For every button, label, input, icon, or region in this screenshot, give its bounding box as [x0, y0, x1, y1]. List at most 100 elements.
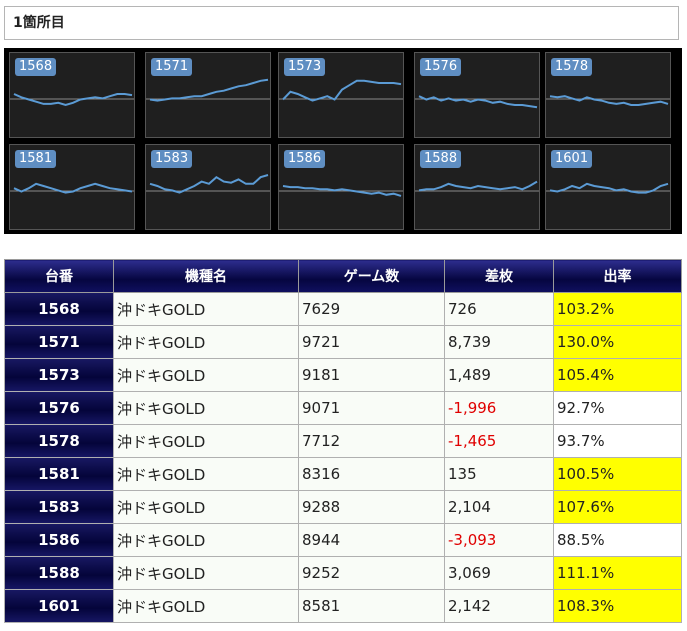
header-coin-difference: 差枚: [444, 259, 554, 293]
coin-difference-cell: -3,093: [444, 523, 554, 557]
machine-number-cell: 1581: [4, 457, 114, 491]
graph-line: [149, 78, 269, 102]
coin-difference-cell: 8,739: [444, 325, 554, 359]
graph-label: 1573: [284, 58, 326, 76]
graph-1576[interactable]: 1576: [414, 52, 540, 138]
header-game-count: ゲーム数: [298, 259, 445, 293]
table-row[interactable]: 1571 沖ドキGOLD 9721 8,739 130.0%: [4, 325, 682, 359]
graph-svg: [10, 93, 134, 107]
machine-number-cell: 1586: [4, 523, 114, 557]
model-name-cell: 沖ドキGOLD: [113, 358, 299, 392]
coin-difference-cell: 1,489: [444, 358, 554, 392]
table-row[interactable]: 1578 沖ドキGOLD 7712 -1,465 93.7%: [4, 424, 682, 458]
graph-1578[interactable]: 1578: [545, 52, 671, 138]
machine-table: 台番 機種名 ゲーム数 差枚 出率 1568 沖ドキGOLD 7629 726 103.…: [4, 259, 682, 623]
table-row[interactable]: 1601 沖ドキGOLD 8581 2,142 108.3%: [4, 589, 682, 623]
coin-difference-cell: -1,996: [444, 391, 554, 425]
machine-number-cell: 1588: [4, 556, 114, 590]
header-payout-rate: 出率: [553, 259, 682, 293]
model-name-cell: 沖ドキGOLD: [113, 325, 299, 359]
graph-svg: [546, 95, 670, 106]
payout-rate-cell: 100.5%: [553, 457, 682, 491]
graph-label: 1583: [151, 150, 193, 168]
payout-rate-cell: 105.4%: [553, 358, 682, 392]
game-count-cell: 7629: [298, 292, 445, 326]
payout-rate-cell: 130.0%: [553, 325, 682, 359]
graph-svg: [546, 182, 670, 194]
game-count-cell: 8316: [298, 457, 445, 491]
table-row[interactable]: 1573 沖ドキGOLD 9181 1,489 105.4%: [4, 358, 682, 392]
coin-difference-cell: -1,465: [444, 424, 554, 458]
model-name-cell: 沖ドキGOLD: [113, 292, 299, 326]
graph-svg: [10, 182, 134, 194]
payout-rate-cell: 108.3%: [553, 589, 682, 623]
graph-1586[interactable]: 1586: [278, 144, 404, 230]
graph-1568[interactable]: 1568: [9, 52, 135, 138]
graph-line: [549, 95, 669, 106]
table-row[interactable]: 1586 沖ドキGOLD 8944 -3,093 88.5%: [4, 523, 682, 557]
machine-number-cell: 1601: [4, 589, 114, 623]
header-model-name: 機種名: [113, 259, 299, 293]
coin-difference-cell: 726: [444, 292, 554, 326]
graph-label: 1578: [551, 58, 593, 76]
coin-difference-cell: 135: [444, 457, 554, 491]
model-name-cell: 沖ドキGOLD: [113, 391, 299, 425]
section-title: 1箇所目: [4, 6, 679, 40]
graph-svg: [279, 79, 403, 102]
graph-line: [418, 95, 538, 109]
graph-label: 1568: [15, 58, 57, 76]
payout-rate-cell: 107.6%: [553, 490, 682, 524]
graph-label: 1588: [420, 150, 462, 168]
model-name-cell: 沖ドキGOLD: [113, 490, 299, 524]
graph-line: [149, 174, 269, 194]
graph-label: 1601: [551, 150, 593, 168]
graph-svg: [415, 180, 539, 192]
graph-panel: 1568 1571 1573 1576 1578 1581 1583 1586 1588 1601: [4, 48, 682, 234]
graph-svg: [146, 174, 270, 194]
header-machine-number: 台番: [4, 259, 114, 293]
graph-1581[interactable]: 1581: [9, 144, 135, 230]
table-row[interactable]: 1576 沖ドキGOLD 9071 -1,996 92.7%: [4, 391, 682, 425]
table-row[interactable]: 1568 沖ドキGOLD 7629 726 103.2%: [4, 292, 682, 326]
graph-line: [418, 180, 538, 192]
game-count-cell: 9252: [298, 556, 445, 590]
graph-svg: [279, 185, 403, 197]
table-row[interactable]: 1588 沖ドキGOLD 9252 3,069 111.1%: [4, 556, 682, 590]
machine-number-cell: 1578: [4, 424, 114, 458]
machine-number-cell: 1576: [4, 391, 114, 425]
game-count-cell: 8581: [298, 589, 445, 623]
game-count-cell: 8944: [298, 523, 445, 557]
graph-line: [282, 185, 402, 197]
graph-label: 1581: [15, 150, 57, 168]
model-name-cell: 沖ドキGOLD: [113, 556, 299, 590]
graph-line: [282, 79, 402, 102]
graph-1588[interactable]: 1588: [414, 144, 540, 230]
payout-rate-cell: 88.5%: [553, 523, 682, 557]
coin-difference-cell: 2,104: [444, 490, 554, 524]
game-count-cell: 9288: [298, 490, 445, 524]
graph-1573[interactable]: 1573: [278, 52, 404, 138]
machine-number-cell: 1573: [4, 358, 114, 392]
graph-1571[interactable]: 1571: [145, 52, 271, 138]
game-count-cell: 9071: [298, 391, 445, 425]
graph-1601[interactable]: 1601: [545, 144, 671, 230]
game-count-cell: 7712: [298, 424, 445, 458]
game-count-cell: 9181: [298, 358, 445, 392]
machine-number-cell: 1568: [4, 292, 114, 326]
graph-1583[interactable]: 1583: [145, 144, 271, 230]
graph-line: [549, 182, 669, 194]
model-name-cell: 沖ドキGOLD: [113, 523, 299, 557]
graph-label: 1586: [284, 150, 326, 168]
payout-rate-cell: 111.1%: [553, 556, 682, 590]
payout-rate-cell: 103.2%: [553, 292, 682, 326]
coin-difference-cell: 3,069: [444, 556, 554, 590]
game-count-cell: 9721: [298, 325, 445, 359]
payout-rate-cell: 92.7%: [553, 391, 682, 425]
table-header-row: 台番 機種名 ゲーム数 差枚 出率: [4, 259, 682, 293]
graph-line: [13, 182, 133, 194]
table-row[interactable]: 1581 沖ドキGOLD 8316 135 100.5%: [4, 457, 682, 491]
table-row[interactable]: 1583 沖ドキGOLD 9288 2,104 107.6%: [4, 490, 682, 524]
machine-number-cell: 1583: [4, 490, 114, 524]
graph-label: 1571: [151, 58, 193, 76]
graph-line: [13, 93, 133, 107]
